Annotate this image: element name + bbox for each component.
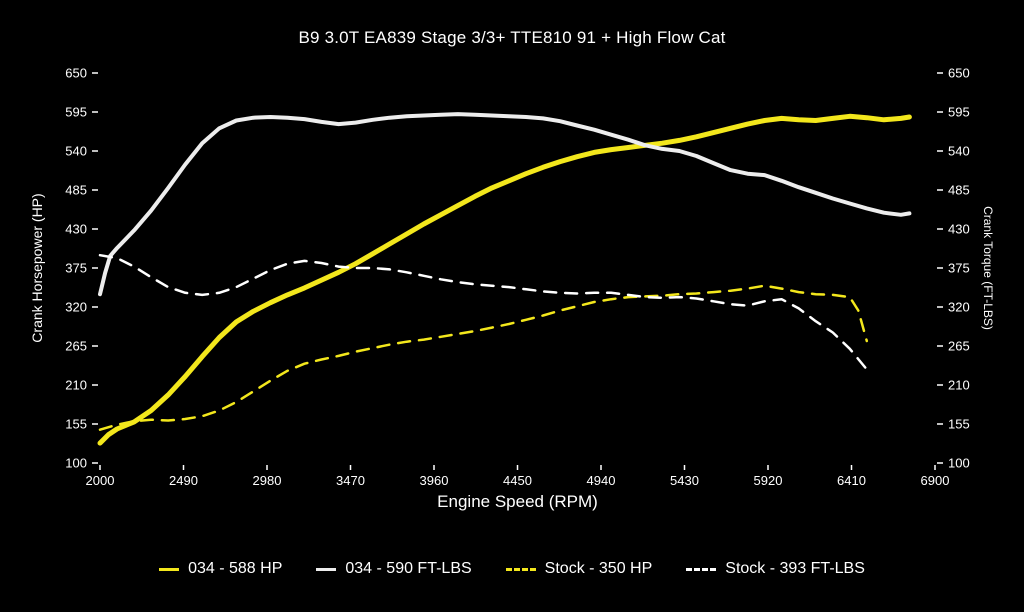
x-axis-label: Engine Speed (RPM) (437, 492, 598, 511)
legend-marker-stock-torque (686, 567, 717, 571)
legend-item-034-hp: 034 - 588 HP (159, 560, 282, 578)
svg-text:540: 540 (65, 144, 87, 159)
svg-text:210: 210 (65, 378, 87, 393)
legend-item-stock-torque: Stock - 393 FT-LBS (686, 560, 865, 578)
legend-label-stock-hp: Stock - 350 HP (544, 560, 653, 577)
svg-text:2980: 2980 (253, 473, 282, 488)
svg-text:650: 650 (948, 66, 970, 81)
legend-marker-stock-hp (505, 567, 536, 571)
svg-text:595: 595 (948, 105, 970, 120)
legend-label-stock-torque: Stock - 393 FT-LBS (725, 560, 865, 577)
chart-title: B9 3.0T EA839 Stage 3/3+ TTE810 91 + Hig… (298, 28, 726, 47)
svg-text:6900: 6900 (921, 473, 950, 488)
legend-item-034-torque: 034 - 590 FT-LBS (316, 560, 472, 578)
svg-text:3960: 3960 (420, 473, 449, 488)
svg-text:3470: 3470 (336, 473, 365, 488)
svg-text:2490: 2490 (169, 473, 198, 488)
svg-text:4940: 4940 (587, 473, 616, 488)
legend-label-034-hp: 034 - 588 HP (188, 560, 283, 577)
svg-text:6410: 6410 (837, 473, 866, 488)
svg-text:2000: 2000 (86, 473, 115, 488)
svg-text:265: 265 (948, 339, 970, 354)
svg-text:4450: 4450 (503, 473, 532, 488)
svg-text:375: 375 (65, 261, 87, 276)
svg-text:265: 265 (65, 339, 87, 354)
svg-text:320: 320 (948, 300, 970, 315)
svg-text:100: 100 (948, 456, 970, 471)
svg-text:5920: 5920 (754, 473, 783, 488)
svg-text:155: 155 (65, 417, 87, 432)
legend: 034 - 588 HP 034 - 590 FT-LBS Stock - 35… (0, 552, 1024, 586)
svg-text:540: 540 (948, 144, 970, 159)
svg-text:430: 430 (65, 222, 87, 237)
svg-text:320: 320 (65, 300, 87, 315)
svg-text:430: 430 (948, 222, 970, 237)
legend-label-034-torque: 034 - 590 FT-LBS (345, 560, 472, 577)
svg-text:155: 155 (948, 417, 970, 432)
svg-text:210: 210 (948, 378, 970, 393)
svg-text:100: 100 (65, 456, 87, 471)
legend-item-stock-hp: Stock - 350 HP (505, 560, 653, 578)
svg-text:595: 595 (65, 105, 87, 120)
svg-text:485: 485 (65, 183, 87, 198)
svg-text:650: 650 (65, 66, 87, 81)
legend-marker-034-torque (316, 567, 337, 571)
svg-text:5430: 5430 (670, 473, 699, 488)
svg-text:375: 375 (948, 261, 970, 276)
svg-text:485: 485 (948, 183, 970, 198)
legend-marker-034-hp (159, 567, 180, 571)
